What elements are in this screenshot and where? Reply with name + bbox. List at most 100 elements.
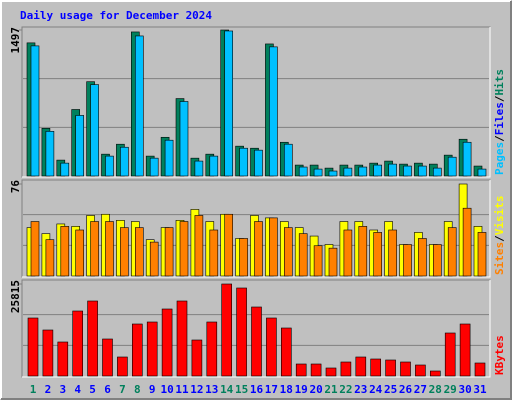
x-tick-label: 6 xyxy=(104,383,111,396)
plot-edge xyxy=(22,27,491,178)
bar xyxy=(280,327,292,377)
x-tick-label: 11 xyxy=(175,383,189,396)
bar-group xyxy=(328,247,338,277)
bar xyxy=(224,30,233,177)
bar-group xyxy=(60,226,70,277)
bar-group xyxy=(325,367,337,377)
bar-group xyxy=(57,341,69,377)
bar-group xyxy=(403,244,412,277)
bar-group xyxy=(254,221,263,277)
bar xyxy=(415,364,426,377)
legend: Sites/Visits xyxy=(493,196,506,276)
bar xyxy=(146,321,158,377)
bar xyxy=(102,338,113,377)
bar-group xyxy=(149,157,159,177)
bar xyxy=(179,221,189,277)
bar-group xyxy=(266,317,277,377)
x-tick-label: 5 xyxy=(89,383,96,396)
bar xyxy=(325,367,337,377)
bar-group xyxy=(102,338,113,377)
bar xyxy=(462,207,472,277)
x-tick-label: 14 xyxy=(220,383,234,396)
bar xyxy=(388,163,397,177)
bar xyxy=(120,227,129,277)
bar xyxy=(373,164,383,177)
bar xyxy=(105,221,114,277)
x-tick-label: 3 xyxy=(59,383,66,396)
x-tick-label: 1 xyxy=(30,383,37,396)
bar-group xyxy=(161,308,173,377)
bar xyxy=(72,310,83,377)
bar-group xyxy=(447,227,457,277)
bar-group xyxy=(179,221,189,277)
x-tick-label: 8 xyxy=(134,383,141,396)
bar-group xyxy=(343,167,353,177)
bar-group xyxy=(117,356,128,377)
bar xyxy=(45,239,55,277)
bar-group xyxy=(283,227,293,277)
bar xyxy=(239,147,248,177)
x-tick-label: 29 xyxy=(444,383,457,396)
bar-group xyxy=(45,239,55,277)
bar-group xyxy=(30,221,40,277)
bar-group xyxy=(444,332,456,377)
bar xyxy=(105,155,114,177)
bar xyxy=(60,226,70,277)
bar-group xyxy=(280,327,292,377)
bar-group xyxy=(328,170,338,177)
bar xyxy=(328,170,338,177)
bar-group xyxy=(135,35,144,177)
bar-group xyxy=(415,364,426,377)
bar xyxy=(224,213,233,277)
legend: KBytes xyxy=(493,335,506,375)
legend-separator: / xyxy=(493,235,506,242)
bar xyxy=(358,166,368,177)
bar xyxy=(191,339,203,377)
bar xyxy=(251,306,262,377)
x-tick-label: 16 xyxy=(250,383,264,396)
bar xyxy=(236,287,247,377)
legend-separator: / xyxy=(493,95,506,102)
x-tick-label: 21 xyxy=(324,383,338,396)
bar-group xyxy=(388,229,397,277)
bar xyxy=(206,321,218,377)
x-tick-label: 4 xyxy=(74,383,81,396)
bar xyxy=(135,35,144,177)
bar-group xyxy=(462,207,472,277)
y-tick-label: 76 xyxy=(9,180,22,194)
bar-group xyxy=(132,323,143,377)
bar xyxy=(313,245,323,277)
bar xyxy=(42,329,54,377)
bar-group xyxy=(120,227,129,277)
bar-group xyxy=(194,215,204,277)
bar-group xyxy=(403,165,412,177)
bar-group xyxy=(236,287,247,377)
bar xyxy=(477,232,487,277)
bar-group xyxy=(477,232,487,277)
bar-group xyxy=(343,229,353,277)
x-tick-label: 7 xyxy=(119,383,126,396)
bar-group xyxy=(30,45,40,177)
bar xyxy=(298,166,308,177)
bar xyxy=(373,232,383,277)
bar xyxy=(75,115,84,177)
bar xyxy=(239,238,248,277)
legend-label: Visits xyxy=(493,196,506,236)
x-tick-label: 12 xyxy=(190,383,203,396)
bar xyxy=(161,308,173,377)
bar xyxy=(447,156,457,177)
bar-group xyxy=(105,221,114,277)
bar xyxy=(164,139,174,177)
bar xyxy=(403,165,412,177)
bar xyxy=(266,317,277,377)
bar xyxy=(87,300,98,377)
bar-group xyxy=(373,164,383,177)
y-tick-label: 1497 xyxy=(9,27,22,54)
bar xyxy=(30,221,40,277)
bar xyxy=(283,227,293,277)
bar xyxy=(429,370,441,377)
bar xyxy=(462,141,472,177)
bar xyxy=(45,131,55,177)
